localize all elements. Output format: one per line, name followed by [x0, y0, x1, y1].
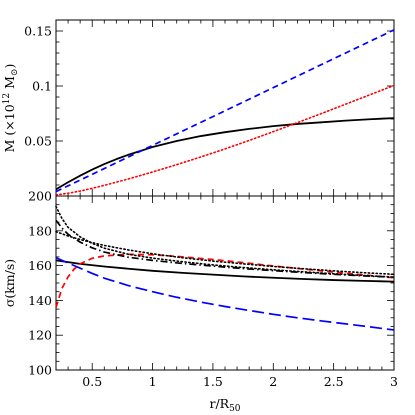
mass-panel-frame [55, 19, 395, 197]
mass-panel-series [55, 29, 395, 196]
dispersion-series-line-2 [55, 256, 395, 331]
mass-series-line-2 [55, 29, 395, 193]
mass-y-axis-label-exponent: 12 [2, 93, 12, 104]
mass-panel: 0.05 0.1 0.15 M (×1012 M⊙) [2, 19, 395, 197]
dispersion-x-tick-label: 3 [390, 374, 398, 389]
dispersion-series-line-5 [55, 205, 395, 278]
mass-y-axis-label-unit: M [2, 76, 17, 93]
dispersion-y-tick-label: 180 [28, 223, 52, 238]
mass-y-tick-label: 0.1 [32, 79, 52, 94]
x-axis-label-subscript: 50 [229, 404, 241, 414]
dispersion-y-tick-label: 160 [28, 258, 52, 273]
dispersion-x-tick-label: 1.5 [203, 374, 223, 389]
dispersion-panel: 100 120 140 160 180 200 0.5 1 1.5 2 2.5 3 σ(km/s) r… [2, 189, 398, 415]
mass-y-axis-label-sun-symbol: ⊙ [10, 69, 20, 77]
dispersion-y-tick-label: 140 [28, 293, 52, 308]
mass-series-line-3 [55, 84, 395, 196]
dispersion-panel-frame [55, 195, 395, 371]
dispersion-y-axis-label: σ(km/s) [2, 259, 17, 307]
mass-panel-ticks [55, 19, 395, 197]
mass-y-tick-label: 0.05 [24, 134, 52, 149]
mass-y-tick-label: 0.15 [24, 24, 52, 39]
dispersion-panel-tick-labels: 100 120 140 160 180 200 0.5 1 1.5 2 2.5 3 [28, 189, 398, 390]
mass-y-axis-label-close: ) [2, 64, 17, 69]
dispersion-panel-ticks [55, 195, 395, 371]
dispersion-x-tick-label: 0.5 [82, 374, 102, 389]
mass-y-axis-label: M (×1012 M⊙) [2, 64, 20, 153]
mass-y-axis-label-main: M (×10 [2, 104, 17, 152]
x-axis-label-main: r/R [209, 396, 229, 411]
dispersion-series-line-3 [55, 253, 395, 308]
dispersion-y-tick-label: 120 [28, 328, 52, 343]
dispersion-x-tick-label: 1 [149, 374, 157, 389]
dispersion-x-tick-label: 2.5 [324, 374, 344, 389]
dispersion-series-line-4 [55, 230, 395, 276]
mass-series-line-1 [55, 117, 395, 191]
dispersion-y-tick-label: 200 [28, 189, 52, 204]
dispersion-x-tick-label: 2 [269, 374, 277, 389]
x-axis-label: r/R50 [209, 396, 240, 414]
mass-panel-tick-labels: 0.05 0.1 0.15 [24, 24, 52, 149]
dispersion-panel-series [55, 205, 395, 331]
dispersion-series-line-6 [55, 219, 395, 279]
dispersion-y-tick-label: 100 [28, 363, 52, 378]
dispersion-series-line-1 [55, 259, 395, 283]
